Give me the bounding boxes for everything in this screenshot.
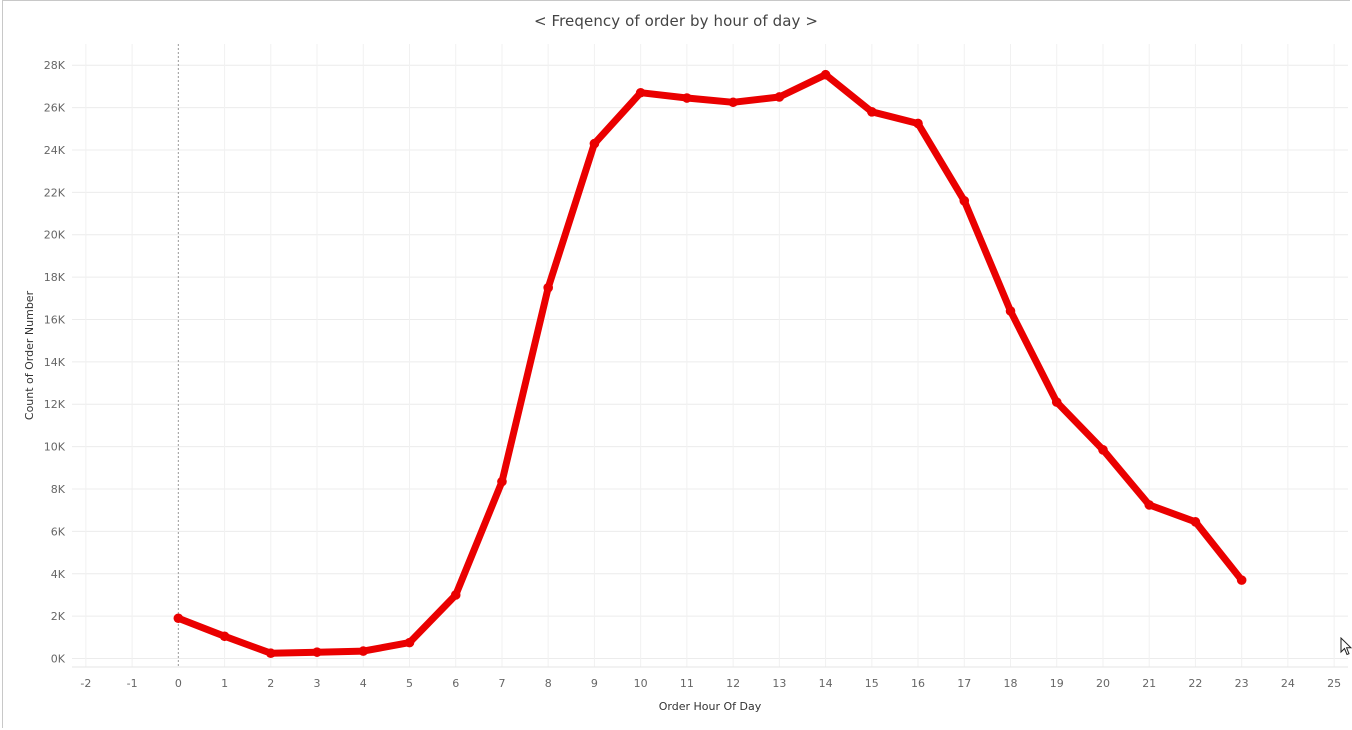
x-tick-label: 21	[1142, 677, 1156, 690]
data-point	[219, 631, 230, 642]
y-tick-label: 0K	[51, 653, 66, 666]
grid	[72, 44, 1348, 667]
y-tick-label: 16K	[44, 313, 66, 326]
chart-title: < Freqency of order by hour of day >	[533, 12, 819, 30]
y-tick-label: 2K	[51, 610, 66, 623]
x-tick-label: 24	[1281, 677, 1295, 690]
mouse-pointer-icon	[1340, 637, 1352, 656]
y-tick-label: 26K	[44, 102, 66, 115]
y-tick-label: 22K	[44, 186, 66, 199]
data-point	[820, 69, 831, 80]
y-tick-label: 12K	[44, 398, 66, 411]
x-tick-label: 7	[498, 677, 505, 690]
series-layer	[173, 69, 1247, 659]
data-point	[543, 282, 553, 293]
data-point	[867, 107, 877, 117]
y-tick-label: 8K	[51, 483, 66, 496]
y-tick-label: 20K	[44, 229, 66, 242]
x-tick-label: 16	[911, 677, 925, 690]
data-point	[913, 118, 923, 129]
x-tick-label: 5	[406, 677, 413, 690]
x-tick-label: 17	[957, 677, 971, 690]
data-point	[265, 648, 276, 659]
x-tick-label: 0	[175, 677, 182, 690]
x-tick-label: -1	[127, 677, 138, 690]
x-tick-label: 23	[1235, 677, 1249, 690]
data-point	[404, 637, 415, 648]
y-axis-title: Count of Order Number	[23, 290, 36, 420]
x-tick-label: 10	[634, 677, 648, 690]
data-point	[1144, 500, 1155, 510]
series-line	[174, 71, 1246, 657]
x-tick-label: 18	[1004, 677, 1018, 690]
data-point	[173, 613, 184, 624]
x-tick-label: 25	[1327, 677, 1341, 690]
data-point	[1190, 517, 1201, 527]
x-tick-label: 14	[819, 677, 833, 690]
y-tick-label: 24K	[44, 144, 66, 157]
x-tick-label: 8	[545, 677, 552, 690]
data-point	[497, 476, 507, 487]
x-tick-label: 3	[314, 677, 321, 690]
data-point	[1098, 444, 1108, 455]
data-point	[1236, 575, 1247, 585]
data-point	[774, 92, 785, 102]
data-point	[1005, 306, 1016, 316]
x-tick-label: 1	[221, 677, 228, 690]
x-tick-label: 15	[865, 677, 879, 690]
x-axis-title: Order Hour Of Day	[659, 700, 762, 713]
data-point	[312, 647, 322, 657]
x-tick-label: 13	[772, 677, 786, 690]
y-tick-label: 14K	[44, 356, 66, 369]
data-point	[682, 93, 692, 103]
x-tick-label: 11	[680, 677, 694, 690]
x-tick-label: 9	[591, 677, 598, 690]
data-point	[450, 590, 461, 600]
data-point	[1051, 397, 1062, 407]
x-tick-label: 12	[726, 677, 740, 690]
x-tick-label: 6	[452, 677, 459, 690]
x-tick-label: 2	[267, 677, 274, 690]
y-tick-label: 4K	[51, 568, 66, 581]
x-tick-label: 20	[1096, 677, 1110, 690]
data-point	[358, 646, 369, 656]
axes: 0K 2K 4K 6K 8K 10K 12K 14K 16K 18K 20K 22K 24K 26K 28K…	[44, 59, 1348, 690]
data-point	[635, 87, 646, 98]
y-tick-label: 10K	[44, 441, 66, 454]
x-tick-label: 19	[1050, 677, 1064, 690]
data-point	[728, 97, 738, 108]
data-point	[589, 138, 600, 149]
data-point	[959, 196, 970, 206]
y-tick-label: 18K	[44, 271, 66, 284]
y-tick-label: 28K	[44, 59, 66, 72]
x-tick-label: -2	[80, 677, 91, 690]
x-tick-label: 22	[1188, 677, 1202, 690]
x-tick-label: 4	[360, 677, 367, 690]
y-tick-label: 6K	[51, 525, 66, 538]
